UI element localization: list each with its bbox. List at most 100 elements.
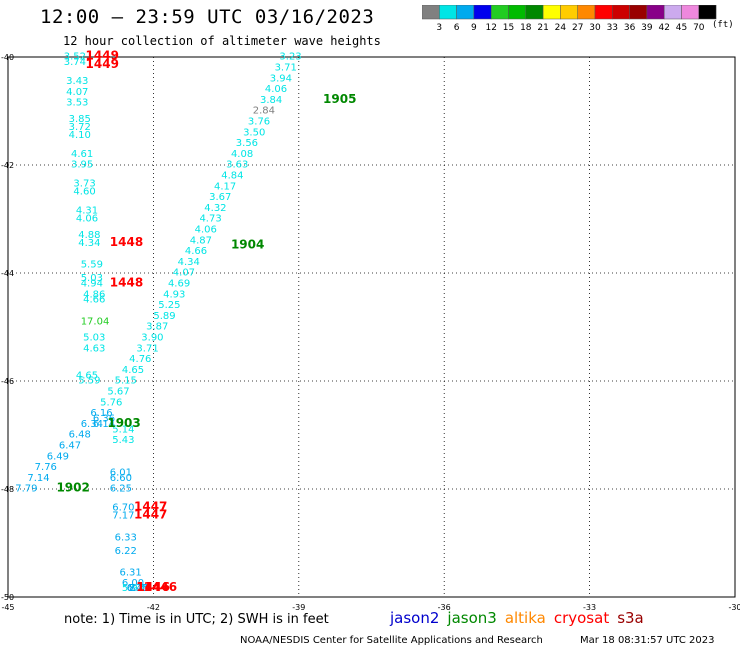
wave-height-value: 3.71 xyxy=(136,343,158,354)
wave-height-value: 3.63 xyxy=(226,160,248,171)
wave-height-value: 6.36 xyxy=(93,414,115,425)
color-scale-label: 36 xyxy=(624,23,636,33)
wave-height-value: 4.17 xyxy=(214,181,236,192)
color-swatch xyxy=(698,5,717,20)
color-scale-label: 42 xyxy=(658,23,669,33)
orbit-number-label: 1449 xyxy=(86,57,119,71)
orbit-number-label: 1447 xyxy=(134,508,167,522)
latitude-tick-label: -40 xyxy=(1,53,14,62)
wave-height-value: 3.43 xyxy=(66,76,88,87)
wave-height-value: 3.90 xyxy=(141,333,163,344)
wave-height-value: 3.71 xyxy=(275,63,297,74)
map-title: 12:00 – 23:59 UTC 03/16/2023 xyxy=(40,6,375,28)
wave-height-value: 3.53 xyxy=(66,98,88,109)
wave-height-value: 3.50 xyxy=(243,127,265,138)
wave-height-value: 5.15 xyxy=(115,376,137,387)
wave-height-value: 4.60 xyxy=(73,187,95,198)
wave-height-value: 4.63 xyxy=(83,343,105,354)
wave-height-value: 5.59 xyxy=(78,376,100,387)
wave-height-value: 6.49 xyxy=(47,451,69,462)
orbit-number-label: 1903 xyxy=(107,416,140,430)
wave-height-value: 3.56 xyxy=(236,138,258,149)
orbit-number-label: 1905 xyxy=(323,92,356,106)
orbit-number-label: 1904 xyxy=(231,238,264,252)
wave-height-value: 4.94 xyxy=(81,279,103,290)
wave-height-value: 6.22 xyxy=(115,546,137,557)
wave-height-value: 3.74 xyxy=(64,57,86,68)
legend-item-jason2: jason2 xyxy=(390,609,440,627)
wave-height-value: 5.14 xyxy=(112,424,134,435)
wave-height-value: 4.88 xyxy=(78,230,100,241)
wave-height-value: 6.00 xyxy=(122,578,144,589)
wave-height-value: 7.17 xyxy=(112,511,134,522)
color-scale-label: 30 xyxy=(589,23,601,33)
wave-height-value: 3.85 xyxy=(69,114,91,125)
wave-height-value: 6.33 xyxy=(115,532,137,543)
wave-height-value: 3.76 xyxy=(248,117,270,128)
color-scale-label: 9 xyxy=(471,23,477,33)
legend-item-s3a: s3a xyxy=(617,609,644,627)
color-scale-legend: 3 6 9 12 15 18 21 24 27 30 33 36 39 42 45 70 xyxy=(422,5,717,33)
wave-height-value: 4.10 xyxy=(69,130,91,141)
wave-height-value: 3.94 xyxy=(270,73,292,84)
wave-height-value: 4.06 xyxy=(265,84,287,95)
wave-height-value: 4.86 xyxy=(83,289,105,300)
color-scale-label: 18 xyxy=(520,23,532,33)
wave-height-value: 3.95 xyxy=(71,160,93,171)
wave-height-value: 5.43 xyxy=(112,435,134,446)
wave-height-value: 4.06 xyxy=(76,214,98,225)
wave-height-value: 6.16 xyxy=(90,408,112,419)
wave-height-value: 4.66 xyxy=(83,295,105,306)
wave-height-value: 6.60 xyxy=(110,473,132,484)
map-frame xyxy=(7,56,736,598)
color-scale-label: 27 xyxy=(572,23,583,33)
orbit-number-label: 1448 xyxy=(110,276,143,290)
wave-height-value: 4.08 xyxy=(231,149,253,160)
wave-height-value: 5.03 xyxy=(81,273,103,284)
wave-height-value: 2.84 xyxy=(253,106,275,117)
orbit-number-label: 1447 xyxy=(134,500,167,514)
wave-height-value: 5.59 xyxy=(81,260,103,271)
color-scale-label: 24 xyxy=(555,23,567,33)
wave-height-value: 4.73 xyxy=(199,214,221,225)
latitude-tick-label: -48 xyxy=(1,485,14,494)
wave-height-value: 4.61 xyxy=(71,149,93,160)
wave-height-value: 3.87 xyxy=(146,322,168,333)
wave-height-value: 5.89 xyxy=(153,311,175,322)
legend-item-altika: altika xyxy=(504,609,546,627)
orbit-number-label: 1448 xyxy=(110,235,143,249)
wave-height-value: 6.41 xyxy=(127,583,149,594)
longitude-tick-label: -39 xyxy=(292,603,305,612)
longitude-tick-label: -36 xyxy=(438,603,451,612)
wave-height-value: 3.23 xyxy=(279,52,301,63)
wave-height-value: 17.04 xyxy=(81,316,110,327)
longitude-tick-label: -42 xyxy=(147,603,160,612)
wave-height-value: 4.76 xyxy=(129,354,151,365)
wave-height-value: 4.06 xyxy=(195,225,217,236)
color-scale-label: 12 xyxy=(485,23,496,33)
wave-height-value: 4.07 xyxy=(173,268,195,279)
latitude-tick-label: -50 xyxy=(1,593,14,602)
wave-height-value: 7.79 xyxy=(15,484,37,495)
wave-height-value: 5.25 xyxy=(158,300,180,311)
latitude-tick-label: -44 xyxy=(1,269,14,278)
wave-height-value: 4.93 xyxy=(163,289,185,300)
wave-height-value: 6.34 xyxy=(81,419,103,430)
orbit-number-label: 1902 xyxy=(56,481,89,495)
map-subtitle: 12 hour collection of altimeter wave hei… xyxy=(63,34,381,48)
wave-height-value: 6.01 xyxy=(110,468,132,479)
longitude-tick-label: -33 xyxy=(583,603,596,612)
latitude-tick-label: -42 xyxy=(1,161,14,170)
color-scale-label: 3 xyxy=(436,23,442,33)
wave-height-value: 4.66 xyxy=(185,246,207,257)
longitude-tick-label: -30 xyxy=(728,603,740,612)
color-scale-label: 45 xyxy=(676,23,687,33)
wave-height-value: 4.07 xyxy=(66,87,88,98)
color-scale-label: 6 xyxy=(454,23,460,33)
wave-height-value: 5.67 xyxy=(107,387,129,398)
wave-height-value: 7.60 xyxy=(129,583,151,594)
color-scale-label: 21 xyxy=(537,23,548,33)
wave-height-value: 4.65 xyxy=(122,365,144,376)
orbit-number-label: 1446 xyxy=(136,580,169,594)
orbit-number-label: 1449 xyxy=(86,49,119,63)
